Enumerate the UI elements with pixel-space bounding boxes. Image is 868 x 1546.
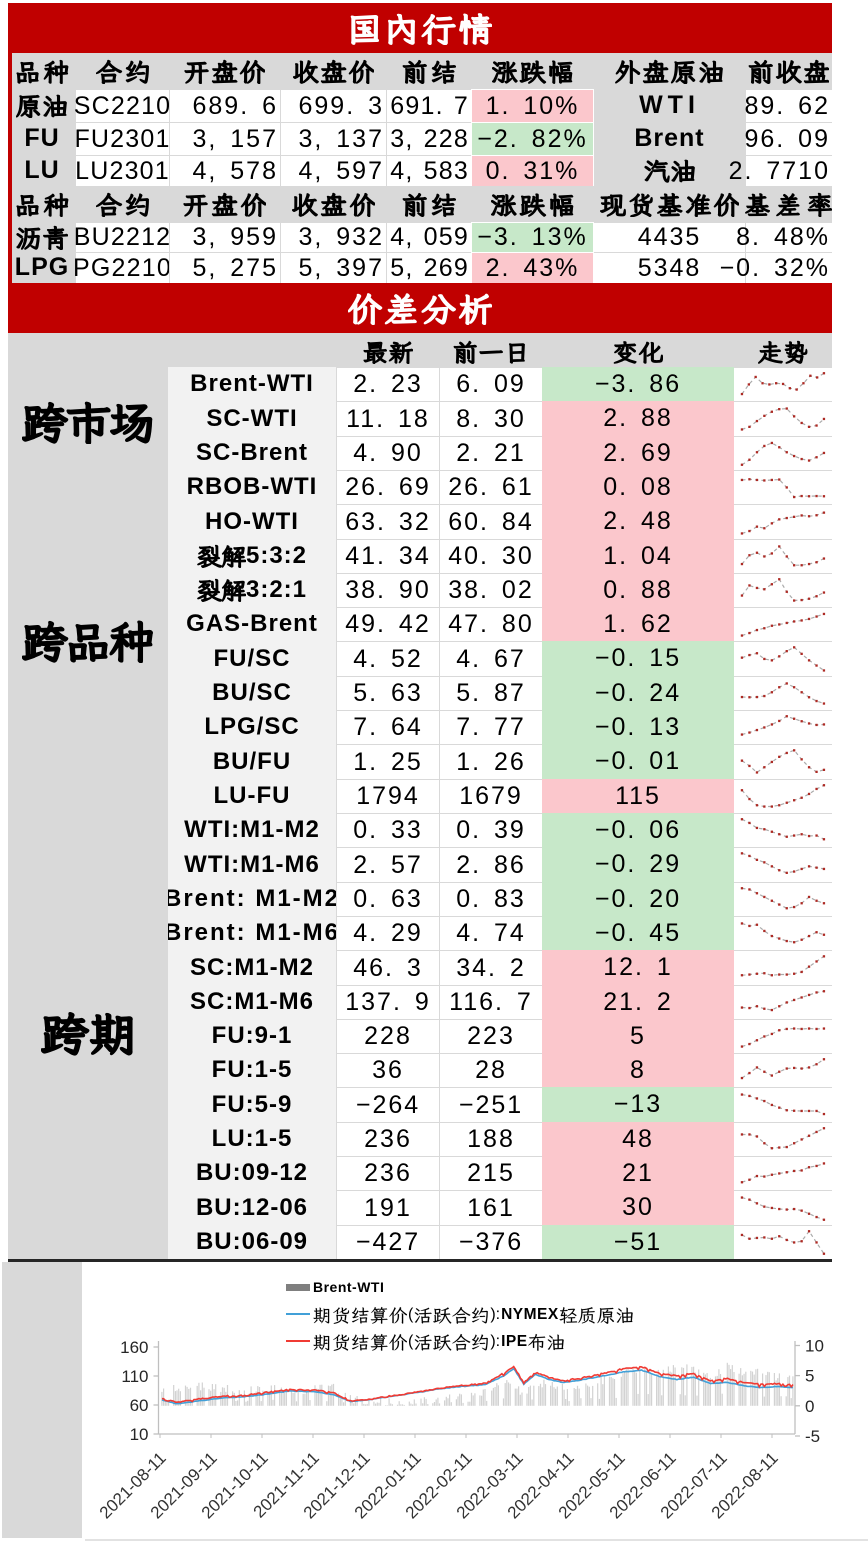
svg-text:5: 5	[805, 1367, 814, 1386]
svg-text:10: 10	[130, 1425, 149, 1444]
svg-text:0: 0	[805, 1397, 814, 1416]
svg-text:60: 60	[130, 1396, 149, 1415]
svg-text:10: 10	[805, 1337, 824, 1356]
svg-text:160: 160	[120, 1338, 148, 1357]
svg-text:-5: -5	[805, 1427, 820, 1446]
svg-text:110: 110	[121, 1367, 148, 1386]
